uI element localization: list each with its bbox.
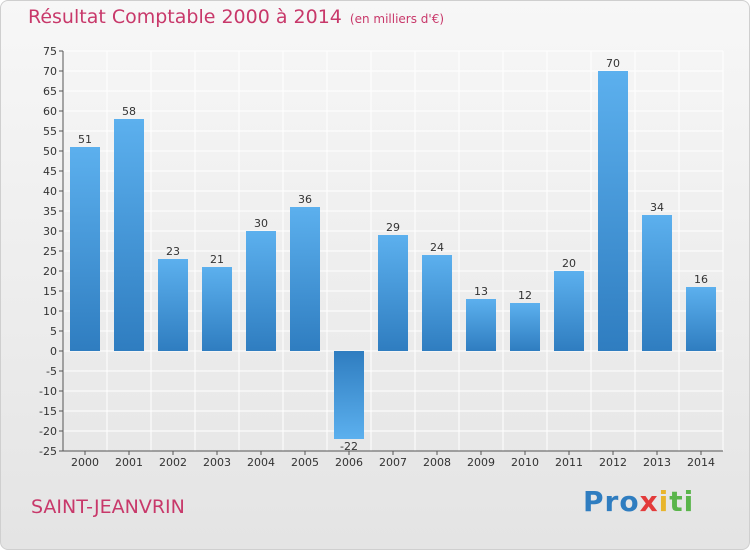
bar (378, 235, 408, 351)
logo-part-2: x (639, 485, 659, 518)
bar (598, 71, 628, 351)
y-tick-label: -10 (39, 385, 57, 398)
x-tick-label: 2004 (247, 456, 275, 469)
bar (466, 299, 496, 351)
bar (422, 255, 452, 351)
proxiti-logo: Proxiti (583, 485, 694, 518)
data-label: 29 (386, 221, 400, 234)
data-label: 36 (298, 193, 312, 206)
y-tick-label: 5 (50, 325, 57, 338)
data-label: 21 (210, 253, 224, 266)
data-label: 70 (606, 57, 620, 70)
logo-part-3: i (658, 485, 670, 518)
y-tick-label: 40 (43, 185, 57, 198)
data-label: 51 (78, 133, 92, 146)
logo-part-1: Pro (583, 485, 640, 518)
x-tick-label: 2013 (643, 456, 671, 469)
x-tick-label: 2003 (203, 456, 231, 469)
logo-part-4: ti (669, 485, 695, 518)
bar (114, 119, 144, 351)
x-tick-label: 2014 (687, 456, 715, 469)
x-tick-label: 2008 (423, 456, 451, 469)
y-tick-label: 70 (43, 65, 57, 78)
data-label: 20 (562, 257, 576, 270)
y-tick-label: 25 (43, 245, 57, 258)
data-label: 23 (166, 245, 180, 258)
data-label: 13 (474, 285, 488, 298)
y-tick-label: 35 (43, 205, 57, 218)
bar (158, 259, 188, 351)
y-tick-label: -5 (46, 365, 57, 378)
data-label: 12 (518, 289, 532, 302)
data-label: 34 (650, 201, 664, 214)
y-tick-label: 30 (43, 225, 57, 238)
bar (290, 207, 320, 351)
x-tick-label: 2000 (71, 456, 99, 469)
bar (642, 215, 672, 351)
chart-title: Résultat Comptable 2000 à 2014 (en millie… (28, 6, 444, 28)
x-tick-label: 2007 (379, 456, 407, 469)
y-tick-label: -15 (39, 405, 57, 418)
y-tick-label: 60 (43, 105, 57, 118)
data-label: 58 (122, 105, 136, 118)
bar (554, 271, 584, 351)
chart-subtitle: (en milliers d'€) (349, 12, 445, 26)
x-tick-label: 2012 (599, 456, 627, 469)
y-tick-label: 0 (50, 345, 57, 358)
bar (510, 303, 540, 351)
x-tick-label: 2005 (291, 456, 319, 469)
data-label: -22 (340, 440, 358, 453)
y-tick-label: 15 (43, 285, 57, 298)
bar (202, 267, 232, 351)
y-tick-label: 50 (43, 145, 57, 158)
y-tick-label: 65 (43, 85, 57, 98)
y-tick-label: 45 (43, 165, 57, 178)
city-name: SAINT-JEANVRIN (31, 496, 185, 518)
bar (70, 147, 100, 351)
y-tick-label: 75 (43, 45, 57, 58)
x-tick-label: 2010 (511, 456, 539, 469)
y-tick-label: -25 (39, 445, 57, 458)
data-label: 30 (254, 217, 268, 230)
x-tick-label: 2002 (159, 456, 187, 469)
x-tick-label: 2009 (467, 456, 495, 469)
x-tick-label: 2006 (335, 456, 363, 469)
y-tick-label: -20 (39, 425, 57, 438)
x-tick-label: 2001 (115, 456, 143, 469)
bar (334, 351, 364, 439)
bar (686, 287, 716, 351)
y-tick-label: 10 (43, 305, 57, 318)
y-tick-label: 20 (43, 265, 57, 278)
y-tick-label: 55 (43, 125, 57, 138)
x-tick-label: 2011 (555, 456, 583, 469)
chart-title-text: Résultat Comptable 2000 à 2014 (28, 6, 342, 28)
data-label: 16 (694, 273, 708, 286)
data-label: 24 (430, 241, 444, 254)
bar (246, 231, 276, 351)
